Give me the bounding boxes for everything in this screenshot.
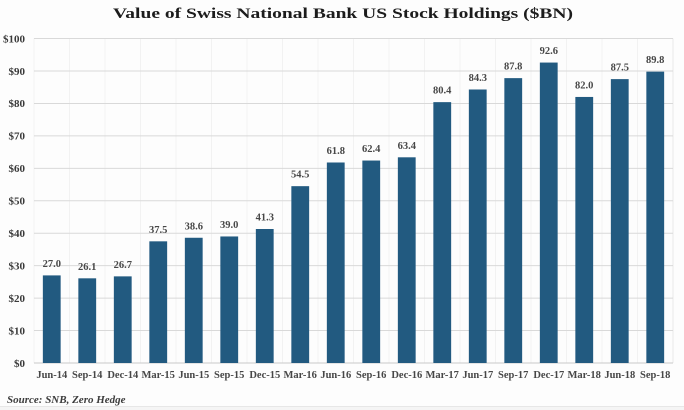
svg-text:$40: $40 [9,228,26,240]
svg-text:$60: $60 [9,163,26,175]
svg-text:54.5: 54.5 [291,170,309,181]
svg-text:80.4: 80.4 [433,86,452,97]
svg-text:Source: SNB, Zero Hedge: Source: SNB, Zero Hedge [7,394,126,406]
svg-text:Sep-17: Sep-17 [498,370,528,381]
svg-text:Dec-14: Dec-14 [107,370,139,381]
svg-text:Sep-14: Sep-14 [72,370,103,381]
svg-text:Mar-18: Mar-18 [567,370,600,381]
svg-text:89.8: 89.8 [646,55,664,66]
svg-text:$0: $0 [14,358,26,370]
svg-text:26.7: 26.7 [114,260,132,271]
svg-text:$70: $70 [9,131,26,143]
svg-text:Mar-16: Mar-16 [283,370,316,381]
svg-text:$100: $100 [3,33,26,45]
svg-text:Mar-15: Mar-15 [141,370,174,381]
svg-text:26.1: 26.1 [78,262,96,273]
svg-text:38.6: 38.6 [185,221,203,232]
svg-text:87.8: 87.8 [504,62,522,73]
svg-text:$30: $30 [9,260,26,272]
svg-text:Mar-17: Mar-17 [425,370,458,381]
svg-text:Sep-16: Sep-16 [356,370,386,381]
svg-text:$50: $50 [9,196,26,208]
svg-text:84.3: 84.3 [469,73,487,84]
svg-text:Dec-15: Dec-15 [249,370,280,381]
svg-text:$90: $90 [9,66,26,78]
svg-text:Dec-17: Dec-17 [533,370,564,381]
svg-text:39.0: 39.0 [220,220,238,231]
svg-text:82.0: 82.0 [575,80,593,91]
svg-text:Jun-17: Jun-17 [462,370,493,381]
svg-text:63.4: 63.4 [398,141,417,152]
svg-text:Jun-14: Jun-14 [36,370,68,381]
svg-text:Sep-18: Sep-18 [640,370,670,381]
svg-text:Jun-15: Jun-15 [178,370,209,381]
svg-text:Jun-16: Jun-16 [320,370,351,381]
svg-text:Sep-15: Sep-15 [214,370,244,381]
svg-text:$10: $10 [9,325,26,337]
svg-text:62.4: 62.4 [362,144,381,155]
svg-text:Jun-18: Jun-18 [604,370,635,381]
svg-text:37.5: 37.5 [149,225,167,236]
svg-text:27.0: 27.0 [43,259,61,270]
svg-text:61.8: 61.8 [327,146,345,157]
svg-text:$20: $20 [9,293,26,305]
svg-text:87.5: 87.5 [611,63,629,74]
svg-text:Dec-16: Dec-16 [391,370,422,381]
svg-text:92.6: 92.6 [540,46,558,57]
svg-text:41.3: 41.3 [256,213,274,224]
svg-text:Value of Swiss National Bank U: Value of Swiss National Bank US Stock Ho… [113,6,573,22]
svg-text:$80: $80 [9,98,26,110]
